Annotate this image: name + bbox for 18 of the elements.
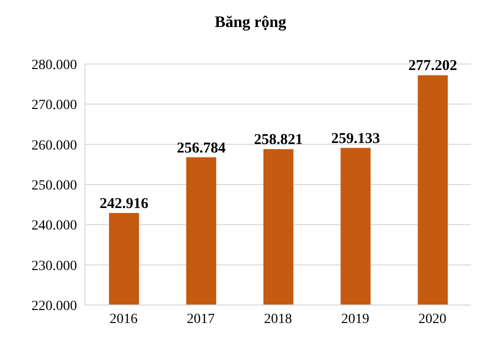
x-tick-label: 2019 <box>341 312 370 327</box>
data-label: 258.821 <box>254 132 303 148</box>
y-tick-label: 230.000 <box>32 258 77 274</box>
y-tick-label: 250.000 <box>32 178 77 194</box>
y-tick-label: 260.000 <box>32 138 77 154</box>
data-label: 242.916 <box>100 196 149 212</box>
data-label: 256.784 <box>176 140 226 156</box>
y-tick-label: 280.000 <box>32 58 77 73</box>
x-tick-label: 2018 <box>264 312 292 327</box>
x-tick-label: 2017 <box>186 312 215 327</box>
y-tick-label: 240.000 <box>32 218 77 234</box>
x-tick-label: 2020 <box>418 312 446 327</box>
x-tick-label: 2016 <box>110 312 138 327</box>
y-tick-label: 270.000 <box>32 98 77 114</box>
data-label: 277.202 <box>408 58 458 74</box>
data-label: 259.133 <box>331 130 380 147</box>
y-tick-label: 220.000 <box>32 298 77 314</box>
chart-title: Băng rộng <box>214 13 288 33</box>
